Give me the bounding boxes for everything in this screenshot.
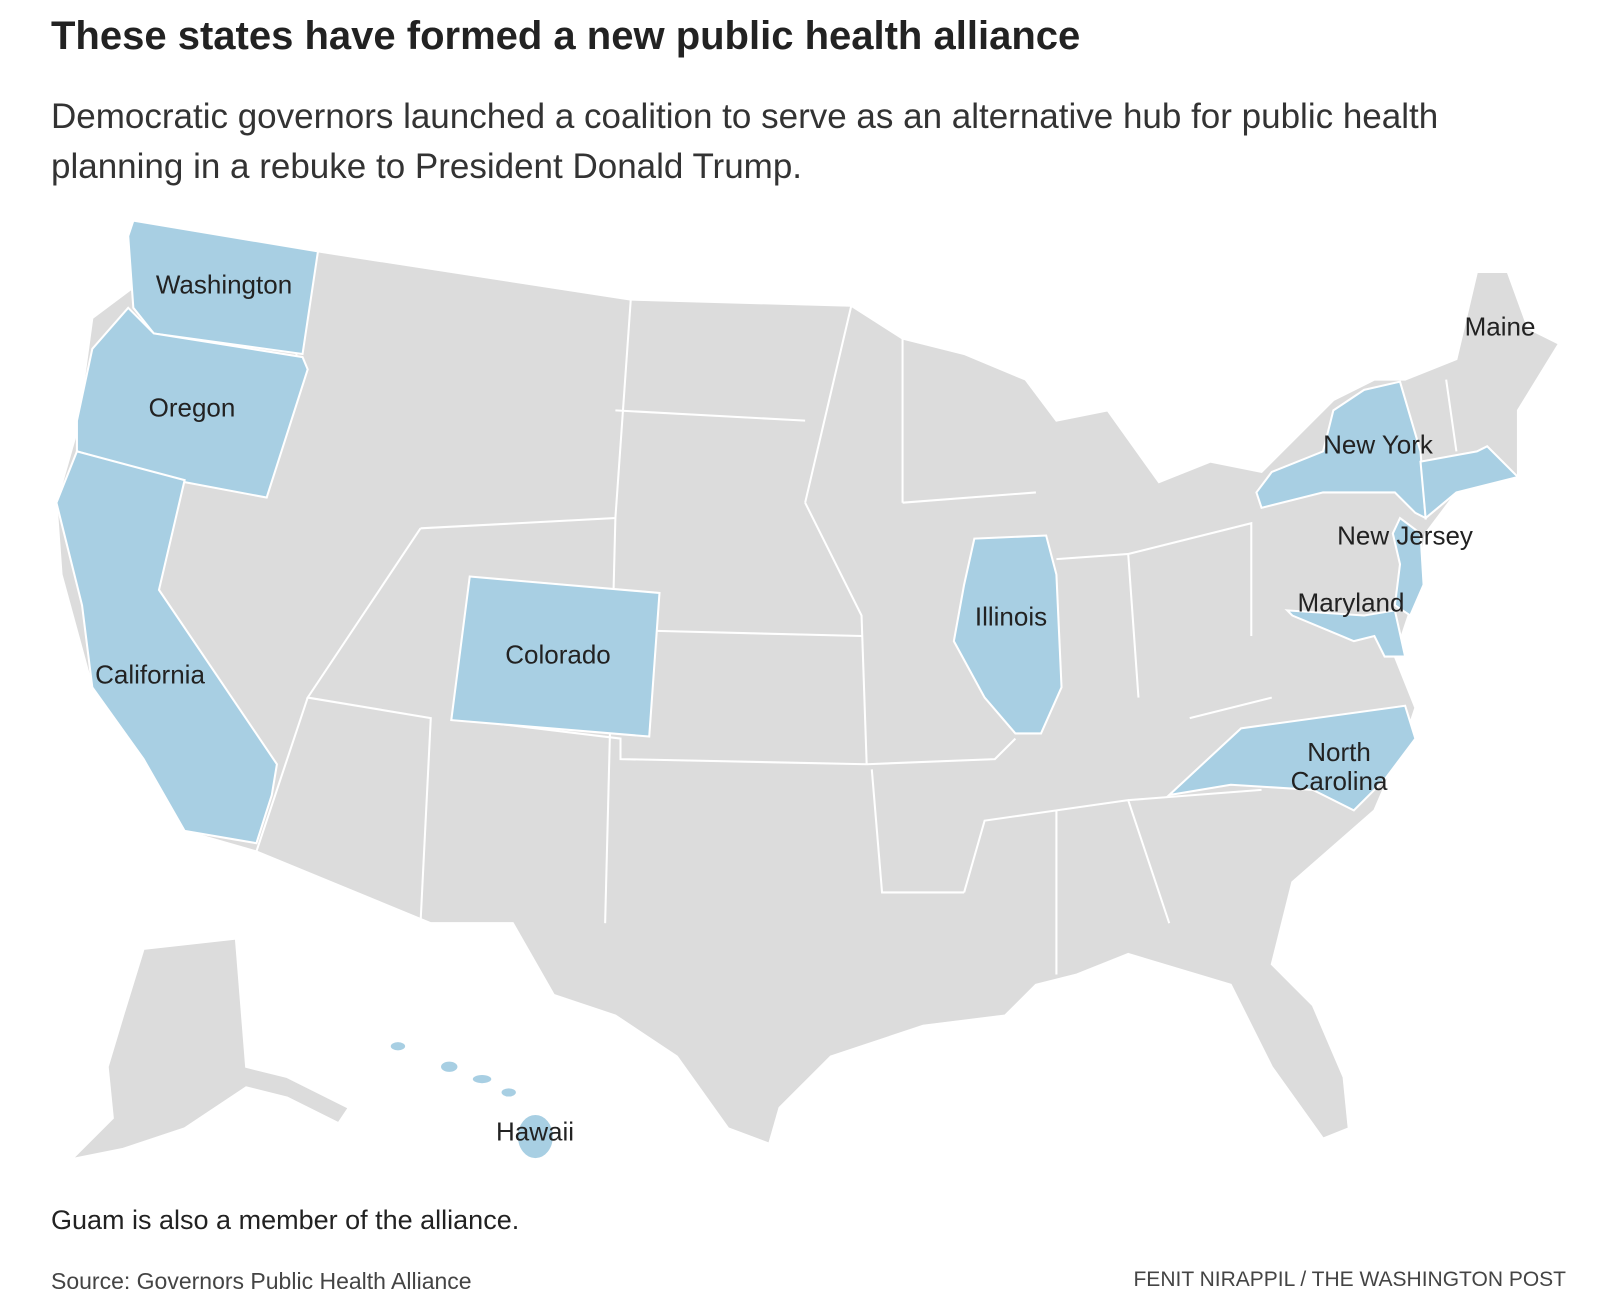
- alaska: [68, 937, 351, 1161]
- us-mainland: [55, 219, 1561, 1146]
- maryland-delaware: [1284, 609, 1407, 658]
- new-jersey: [1391, 516, 1425, 618]
- state-label: Washington: [155, 269, 293, 300]
- state-label: Colorado: [505, 639, 611, 670]
- credit: FENIT NIRAPPIL / THE WASHINGTON POST: [1133, 1268, 1566, 1291]
- state-label: Oregon: [148, 392, 236, 423]
- new-york: [1255, 380, 1427, 520]
- state-label: New York: [1323, 429, 1433, 460]
- north-carolina: [1166, 704, 1417, 812]
- hawaii-islands: [388, 1040, 555, 1161]
- new-england-members: [1419, 445, 1520, 521]
- colorado: [450, 575, 661, 738]
- title: These states have formed a new public he…: [51, 14, 1081, 58]
- note: Guam is also a member of the alliance.: [51, 1205, 520, 1235]
- state-label: California: [95, 659, 205, 690]
- state-label: Illinois: [974, 601, 1048, 632]
- california: [55, 450, 279, 845]
- illinois: [952, 534, 1063, 735]
- state-label: Maine: [1464, 311, 1536, 342]
- state-label: Hawaii: [495, 1116, 575, 1147]
- state-label: Maryland: [1297, 587, 1405, 618]
- source: Source: Governors Public Health Alliance: [51, 1268, 472, 1294]
- state-label: North Carolina: [1290, 737, 1388, 796]
- subtitle: Democratic governors launched a coalitio…: [51, 97, 1439, 186]
- state-label: New Jersey: [1337, 520, 1473, 551]
- oregon: [75, 306, 309, 499]
